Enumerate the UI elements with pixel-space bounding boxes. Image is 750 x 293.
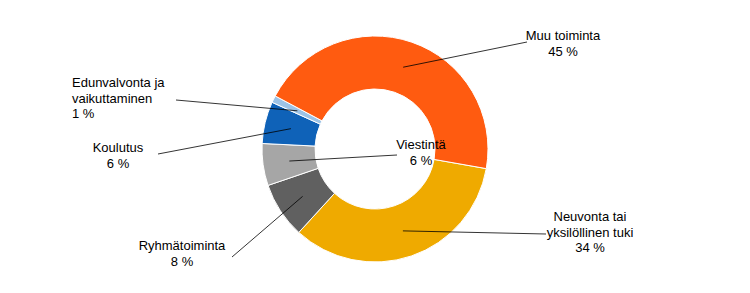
slice xyxy=(299,159,486,262)
slice-label: Muu toiminta45 % xyxy=(526,28,601,59)
value-label: 34 % xyxy=(575,240,605,255)
category-label: Koulutus xyxy=(93,140,144,155)
leader-lines xyxy=(158,42,546,257)
category-label: Viestintä xyxy=(396,137,446,152)
leader-line xyxy=(176,100,297,111)
leader-line xyxy=(232,196,303,257)
category-label: Neuvonta taiyksilöllinen tuki xyxy=(547,209,634,240)
slice-label: Viestintä6 % xyxy=(396,137,446,168)
category-label: Muu toiminta xyxy=(526,28,601,43)
leader-line xyxy=(403,231,546,234)
value-label: 6 % xyxy=(410,153,433,168)
category-label-line: Koulutus xyxy=(93,140,144,155)
slices xyxy=(262,36,488,262)
slice-label: Neuvonta taiyksilöllinen tuki34 % xyxy=(547,209,634,255)
value-label: 1 % xyxy=(72,106,95,121)
category-label-line: Viestintä xyxy=(396,137,446,152)
slice-label: Koulutus6 % xyxy=(93,140,144,171)
labels: Neuvonta taiyksilöllinen tuki34 % Ryhmäto… xyxy=(72,28,633,269)
leader-line xyxy=(403,42,527,67)
category-label-line: Neuvonta tai xyxy=(554,209,627,224)
slice xyxy=(275,36,488,169)
category-label: Ryhmätoiminta xyxy=(139,238,226,253)
category-label-line: Muu toiminta xyxy=(526,28,601,43)
slice xyxy=(262,143,318,185)
value-label: 8 % xyxy=(171,254,194,269)
leader-line xyxy=(158,129,291,154)
leader-line xyxy=(289,155,397,161)
slice-label: Edunvalvonta javaikuttaminen1 % xyxy=(72,75,165,121)
category-label-line: Ryhmätoiminta xyxy=(139,238,226,253)
category-label-line: vaikuttaminen xyxy=(72,91,152,106)
category-label-line: yksilöllinen tuki xyxy=(547,225,634,240)
slice-label: Ryhmätoiminta8 % xyxy=(139,238,226,269)
value-label: 6 % xyxy=(107,156,130,171)
chart: Neuvonta taiyksilöllinen tuki34 % Ryhmäto… xyxy=(0,0,750,293)
category-label: Edunvalvonta javaikuttaminen xyxy=(72,75,165,106)
category-label-line: Edunvalvonta ja xyxy=(72,75,165,90)
value-label: 45 % xyxy=(548,44,578,59)
